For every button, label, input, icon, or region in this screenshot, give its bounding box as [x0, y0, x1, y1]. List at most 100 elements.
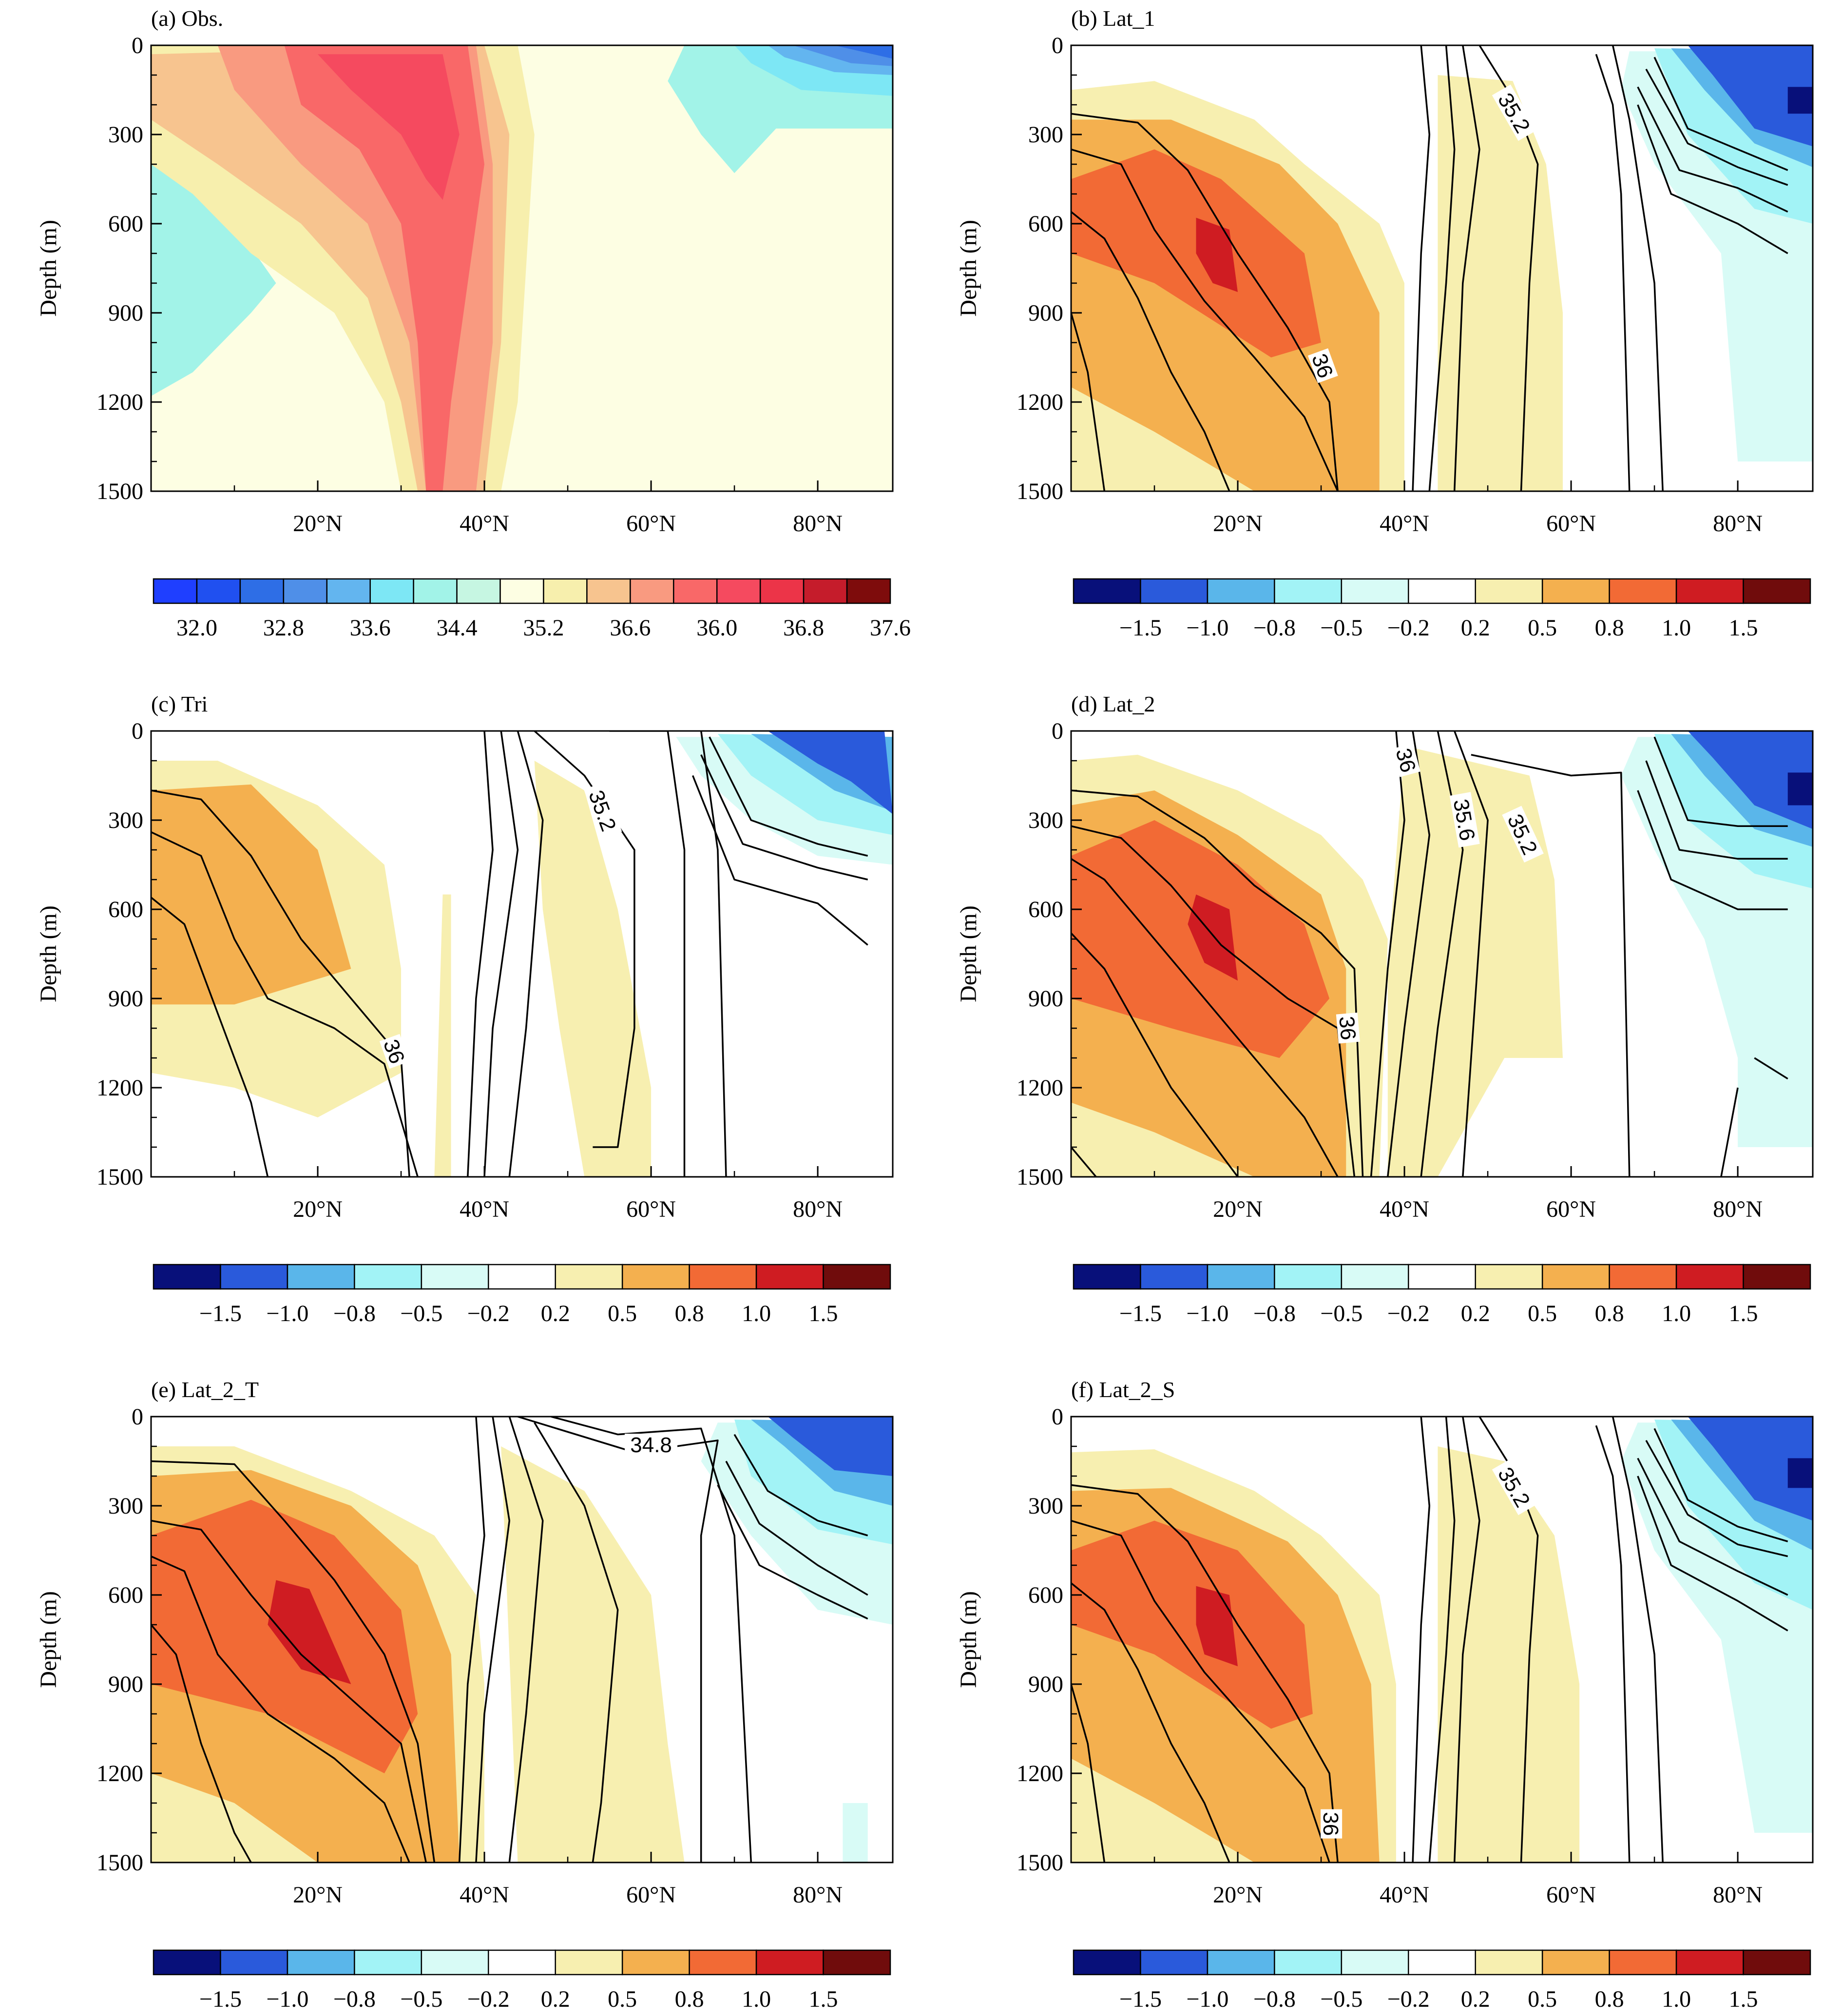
- colorbar-swatch: [1140, 1949, 1209, 1976]
- colorbar-label: −0.2: [1387, 615, 1430, 641]
- contour-label-bg: [1336, 1012, 1360, 1044]
- x-tick-label: 60°N: [1546, 1882, 1596, 1908]
- colorbar-label: 37.6: [870, 615, 911, 641]
- colorbar-label: 0.5: [1528, 615, 1557, 641]
- colorbar-swatch: [1341, 1264, 1409, 1290]
- colorbar-swatch: [716, 578, 761, 604]
- colorbar-label: −1.0: [1186, 615, 1228, 641]
- contour-line: [1754, 1057, 1788, 1080]
- plot-frame: [1070, 1416, 1814, 1863]
- y-tick-label: 600: [1028, 1582, 1063, 1608]
- shaded-region: [318, 54, 460, 200]
- colorbar-label: −0.5: [1320, 615, 1362, 641]
- contour-line: [1637, 104, 1788, 254]
- shaded-region: [768, 731, 893, 814]
- y-tick-label: 900: [108, 300, 143, 326]
- y-tick-label: 300: [1028, 807, 1063, 833]
- colorbar: −1.5 −1.0 −0.8 −0.5 −0.2 0.2 0.5 0.8 1.0 1.5: [1073, 1949, 1811, 2012]
- shaded-region: [151, 158, 276, 396]
- colorbar-label: 0.2: [1461, 615, 1490, 641]
- contour-line: [1420, 731, 1464, 1177]
- x-tick-label: 20°N: [1213, 1196, 1263, 1222]
- y-tick-label: 900: [1028, 986, 1063, 1012]
- colorbar-label: 1.5: [809, 1986, 838, 2012]
- y-tick-label: 0: [132, 718, 143, 744]
- contour-label-bg: [379, 1034, 410, 1069]
- contour-line: [1071, 858, 1339, 1177]
- y-axis-label: Depth (m): [36, 905, 61, 1002]
- colorbar-swatch: [1073, 1264, 1141, 1290]
- colorbar-label: 0.5: [1528, 1986, 1557, 2012]
- contour-label-text: 34.8: [630, 1433, 672, 1457]
- colorbar-label: −0.8: [1253, 1986, 1296, 2012]
- contour-line: [1478, 45, 1539, 491]
- contour-line: [1612, 45, 1664, 491]
- plot-area: 35.236: [151, 731, 893, 1177]
- x-tick-label: 20°N: [1213, 511, 1263, 537]
- y-tick-label: 0: [1052, 1404, 1063, 1430]
- colorbar-swatch: [1675, 1264, 1744, 1290]
- colorbar-label: −1.5: [1119, 615, 1162, 641]
- colorbar: −1.5 −1.0 −0.8 −0.5 −0.2 0.2 0.5 0.8 1.0 1.5: [153, 1264, 891, 1326]
- colorbar-label: −0.8: [333, 1986, 376, 2012]
- contour-line: [1453, 1417, 1480, 1862]
- contour-line: [534, 731, 635, 1148]
- contour-line: [1720, 1087, 1739, 1177]
- colorbar-swatch: [755, 1949, 824, 1976]
- y-tick-label: 1200: [1017, 1761, 1063, 1786]
- y-axis-label: Depth (m): [956, 905, 981, 1002]
- colorbar-swatch: [1541, 1264, 1610, 1290]
- y-tick-label: 300: [1028, 122, 1063, 148]
- colorbar-label: 0.2: [1461, 1986, 1490, 2012]
- x-tick-label: 40°N: [1380, 1882, 1429, 1908]
- colorbar-swatch: [1609, 578, 1677, 604]
- contour-label-bg: [1449, 792, 1480, 848]
- contour-label: 36: [1334, 1012, 1360, 1044]
- panel-6: (f) Lat_2_S 35.236 0 300 600 900 1200 1500 20°N 4…: [956, 1377, 1814, 2012]
- colorbar-label: 0.8: [675, 1301, 704, 1326]
- colorbar-swatch: [1341, 578, 1409, 604]
- contour-line: [717, 1484, 868, 1620]
- colorbar-swatch: [488, 1949, 556, 1976]
- colorbar-label: 0.8: [675, 1986, 704, 2012]
- colorbar-swatch: [153, 1264, 221, 1290]
- x-tick-label: 60°N: [1546, 1196, 1596, 1222]
- panel-title: (f) Lat_2_S: [1071, 1377, 1175, 1402]
- colorbar-swatch: [823, 1949, 891, 1976]
- x-tick-label: 20°N: [293, 511, 343, 537]
- colorbar-swatch: [354, 1264, 422, 1290]
- contour-line: [700, 754, 868, 881]
- colorbar-swatch: [421, 1264, 489, 1290]
- colorbar-label: −1.5: [1119, 1301, 1162, 1326]
- colorbar-label: 1.0: [1662, 615, 1691, 641]
- colorbar: −1.5 −1.0 −0.8 −0.5 −0.2 0.2 0.5 0.8 1.0 1.5: [1073, 1264, 1811, 1326]
- plot-area: [151, 45, 893, 491]
- y-tick-label: 900: [1028, 1671, 1063, 1697]
- colorbar-label: 1.0: [1662, 1301, 1691, 1326]
- colorbar-swatch: [755, 1264, 824, 1290]
- colorbar-label: 36.0: [696, 615, 737, 641]
- y-tick-label: 600: [1028, 897, 1063, 922]
- colorbar: −1.5 −1.0 −0.8 −0.5 −0.2 0.2 0.5 0.8 1.0 1.5: [153, 1949, 891, 2012]
- contour-line: [1428, 1417, 1456, 1862]
- colorbar-label: 0.8: [1595, 1301, 1624, 1326]
- colorbar-label: −0.5: [400, 1301, 442, 1326]
- colorbar-label: −1.0: [1186, 1301, 1228, 1326]
- contour-line: [1071, 1146, 1097, 1177]
- colorbar-swatch: [456, 578, 501, 604]
- shaded-region: [1188, 894, 1238, 981]
- y-tick-label: 600: [1028, 211, 1063, 237]
- contour-line: [609, 731, 686, 1177]
- shaded-region: [834, 45, 893, 59]
- contour-line: [691, 775, 868, 946]
- colorbar-label: 1.0: [1662, 1986, 1691, 2012]
- contour-line: [1653, 1428, 1788, 1542]
- contour-line: [1071, 1582, 1230, 1862]
- x-tick-label: 40°N: [1380, 511, 1429, 537]
- colorbar-swatch: [1274, 1264, 1343, 1290]
- x-tick-label: 80°N: [793, 511, 843, 537]
- contour-line: [1071, 1519, 1330, 1862]
- colorbar-label: −0.8: [333, 1301, 376, 1326]
- contour-line: [517, 1417, 719, 1862]
